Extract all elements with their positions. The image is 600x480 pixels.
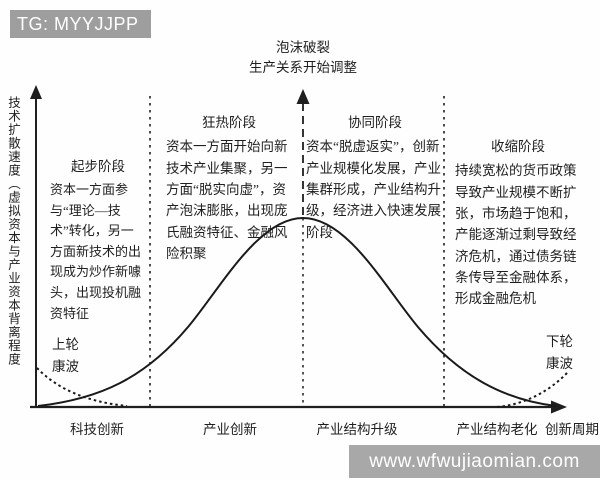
diagram-title-line1: 泡沫破裂 (276, 40, 330, 55)
diagram-title-line2: 生产关系开始调整 (249, 60, 357, 75)
previous-wave-label: 上轮康波 (52, 337, 79, 375)
y-axis-label: 技术扩散速度（虚拟资本与产业资本背离程度 (6, 96, 20, 366)
stage-block-startup: 起步阶段 资本一方面参与“理论—技术”转化，另一方面新技术的出现成为炒作新噱头，… (50, 156, 146, 324)
stage-description: 持续宽松的货币政策导致产业规模不断扩张，市场趋于饱和，产能逐渐过剩导致经济危机，… (455, 163, 577, 307)
next-wave-label: 下轮康波 (546, 334, 573, 372)
x-axis-label-innovation-cycle: 创新周期 (545, 422, 599, 437)
stage-description: 资本“脱虚返实”，创新产业规模化发展，产业集群形成，产业结构升级，经济进入快速发… (306, 139, 441, 240)
stage-block-frenzy: 狂热阶段 资本一方面开始向新技术产业集聚，另一方面“脱实向虚”，资产泡沫膨胀，出… (166, 112, 292, 264)
x-axis-label-structure-aging: 产业结构老化 (456, 422, 538, 437)
stage-name: 起步阶段 (71, 159, 125, 174)
stage-description: 资本一方面参与“理论—技术”转化，另一方面新技术的出现成为炒作新噱头，出现投机融… (50, 182, 142, 321)
bubble-burst-arrow-icon (296, 89, 310, 104)
x-axis-label-industry-innovation: 产业创新 (203, 422, 257, 437)
stage-name: 收缩阶段 (491, 139, 545, 154)
corner-badge: TG: MYYJJPP (10, 10, 151, 38)
stage-name: 协同阶段 (348, 115, 402, 130)
watermark-bar: www.wfwujiaomian.com (349, 445, 600, 478)
stage-name: 狂热阶段 (202, 115, 256, 130)
stage-block-synergy: 协同阶段 资本“脱虚返实”，创新产业规模化发展，产业集群形成，产业结构升级，经济… (306, 112, 444, 243)
bell-curve (37, 216, 557, 407)
x-axis-label-tech-innovation: 科技创新 (70, 422, 124, 437)
previous-wave-curve (36, 367, 128, 407)
next-wave-curve (496, 371, 569, 408)
y-axis-arrow-icon (30, 85, 42, 99)
stage-description: 资本一方面开始向新技术产业集聚，另一方面“脱实向虚”，资产泡沫膨胀，出现庞氏融资… (166, 139, 288, 261)
stage-block-contraction: 收缩阶段 持续宽松的货币政策导致产业规模不断扩张，市场趋于饱和，产能逐渐过剩导致… (455, 136, 581, 310)
x-axis-arrow-icon (551, 400, 567, 414)
x-axis-label-structure-upgrade: 产业结构升级 (316, 422, 398, 437)
corner-badge-label: TG: MYYJJPP (17, 13, 139, 34)
watermark-url: www.wfwujiaomian.com (369, 450, 580, 472)
